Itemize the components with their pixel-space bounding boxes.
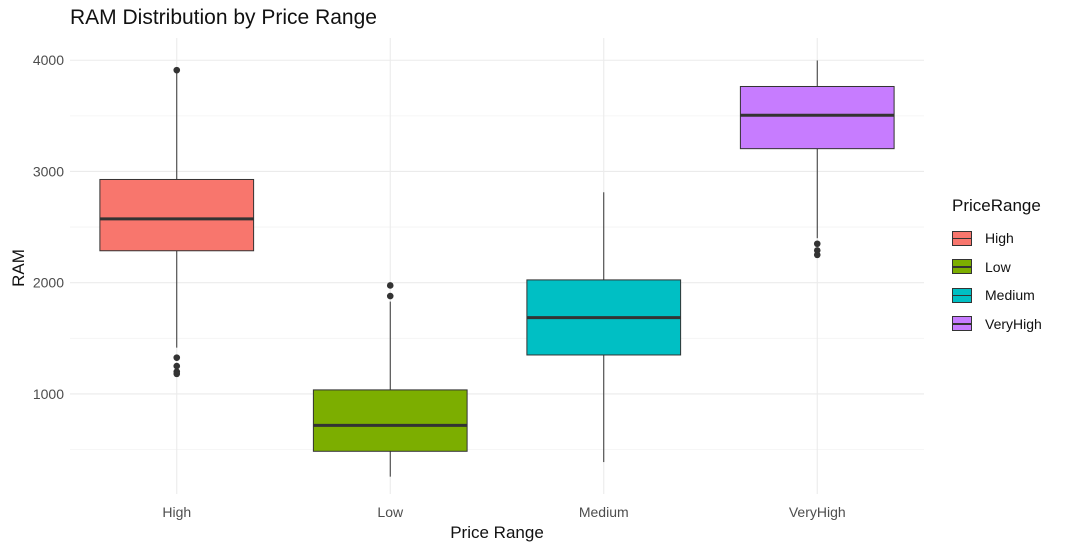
legend-items: High Low Medium VeryHigh bbox=[952, 224, 1042, 338]
box-high bbox=[99, 66, 255, 378]
legend-title: PriceRange bbox=[952, 196, 1041, 215]
iqr-box bbox=[739, 85, 895, 150]
outlier-point bbox=[386, 282, 394, 289]
outlier-point bbox=[173, 362, 181, 370]
x-tick-label: VeryHigh bbox=[789, 504, 846, 520]
y-tick-label: 3000 bbox=[33, 163, 64, 179]
legend-item-veryhigh: VeryHigh bbox=[952, 310, 1042, 339]
outlier-point bbox=[173, 354, 181, 361]
box-layer bbox=[99, 60, 895, 477]
outlier-point bbox=[173, 370, 181, 378]
x-axis-title: Price Range bbox=[450, 523, 544, 542]
legend-label: VeryHigh bbox=[985, 315, 1042, 332]
legend-label: High bbox=[985, 230, 1014, 247]
y-tick-label: 4000 bbox=[33, 52, 64, 68]
y-tick-label: 1000 bbox=[33, 386, 64, 402]
legend-item-high: High bbox=[952, 224, 1042, 253]
legend-item-medium: Medium bbox=[952, 281, 1042, 310]
legend-label: Low bbox=[985, 258, 1011, 275]
x-tick-label: Medium bbox=[579, 504, 629, 520]
iqr-box bbox=[312, 389, 468, 452]
box-low bbox=[312, 282, 468, 477]
outlier-point bbox=[173, 66, 181, 74]
legend-key bbox=[952, 259, 972, 275]
legend-label: Medium bbox=[985, 287, 1035, 304]
x-tick-label: Low bbox=[377, 504, 404, 520]
legend-key bbox=[952, 316, 972, 332]
box-medium bbox=[526, 192, 682, 463]
outlier-point bbox=[386, 292, 394, 300]
y-tick-label: 2000 bbox=[33, 275, 64, 291]
chart-title: RAM Distribution by Price Range bbox=[70, 6, 377, 29]
x-tick-label: High bbox=[162, 504, 191, 520]
box-veryhigh bbox=[739, 60, 895, 259]
iqr-box bbox=[99, 178, 255, 252]
legend-item-low: Low bbox=[952, 253, 1042, 282]
legend: PriceRange High Low Medium VeryHigh bbox=[952, 196, 1042, 338]
y-axis-title: RAM bbox=[9, 249, 28, 287]
legend-key bbox=[952, 287, 972, 303]
tick-layer: 1000 2000 3000 4000 High Low Medium VeryHigh bbox=[33, 52, 846, 520]
legend-key bbox=[952, 230, 972, 246]
outlier-point bbox=[813, 240, 821, 248]
outlier-point bbox=[813, 251, 821, 259]
